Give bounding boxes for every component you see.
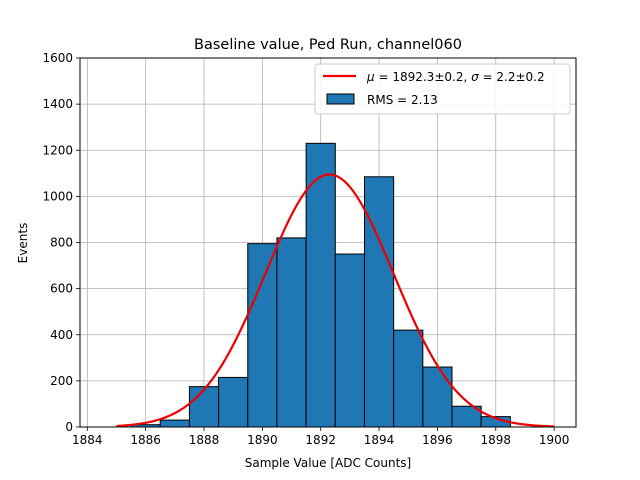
y-tick-label: 400 bbox=[50, 328, 73, 342]
histogram-bar bbox=[159, 419, 190, 428]
y-tick-label: 800 bbox=[50, 236, 73, 250]
histogram-bar bbox=[334, 253, 365, 428]
y-axis-label: Events bbox=[16, 223, 30, 264]
y-tick-label: 1400 bbox=[42, 97, 73, 111]
x-axis-ticks: 1884 1886 1888 1890 1892 1894 1896 1898 1900 bbox=[72, 427, 569, 447]
legend-fit-sigma: σ bbox=[471, 70, 479, 84]
x-axis-label: Sample Value [ADC Counts] bbox=[245, 456, 411, 470]
y-tick-label: 200 bbox=[50, 374, 73, 388]
legend-hist-label: RMS = 2.13 bbox=[367, 93, 438, 107]
y-tick-label: 1200 bbox=[42, 143, 73, 157]
y-tick-label: 0 bbox=[65, 420, 73, 434]
chart-title: Baseline value, Ped Run, channel060 bbox=[194, 37, 462, 53]
histogram-bar bbox=[218, 376, 249, 428]
gaussian-fit bbox=[116, 173, 555, 428]
y-tick-label: 600 bbox=[50, 282, 73, 296]
histogram-bar bbox=[247, 243, 278, 428]
y-tick-label: 1000 bbox=[42, 189, 73, 203]
histogram-bar bbox=[188, 386, 220, 428]
histogram-bar bbox=[363, 176, 395, 428]
y-axis-ticks: 0 200 400 600 800 1000 1200 1400 1600 bbox=[42, 51, 80, 434]
y-tick-label: 1600 bbox=[42, 51, 73, 65]
legend-fit-sigma-value: = 2.2±0.2 bbox=[479, 70, 545, 84]
x-tick-label: 1892 bbox=[305, 433, 336, 447]
x-tick-label: 1896 bbox=[422, 433, 453, 447]
histogram-bar bbox=[393, 329, 424, 428]
x-tick-label: 1898 bbox=[480, 433, 511, 447]
x-tick-label: 1890 bbox=[247, 433, 278, 447]
x-tick-label: 1888 bbox=[189, 433, 220, 447]
legend-fit-label: μ = 1892.3±0.2, σ = 2.2±0.2 bbox=[366, 70, 545, 84]
legend-fit-mu-value: = 1892.3±0.2, bbox=[375, 70, 471, 84]
histogram-bar bbox=[422, 366, 453, 428]
histogram-bar bbox=[276, 237, 307, 428]
fit-curve bbox=[116, 173, 555, 428]
legend-fit-mu: μ bbox=[366, 70, 375, 84]
legend-box bbox=[314, 63, 571, 115]
x-tick-label: 1894 bbox=[364, 433, 395, 447]
x-tick-label: 1900 bbox=[539, 433, 570, 447]
x-tick-label: 1884 bbox=[72, 433, 103, 447]
histogram-bars bbox=[130, 142, 511, 428]
legend: μ = 1892.3±0.2, σ = 2.2±0.2 RMS = 2.13 bbox=[314, 63, 571, 115]
x-tick-label: 1886 bbox=[130, 433, 161, 447]
legend-hist-swatch bbox=[326, 93, 355, 105]
